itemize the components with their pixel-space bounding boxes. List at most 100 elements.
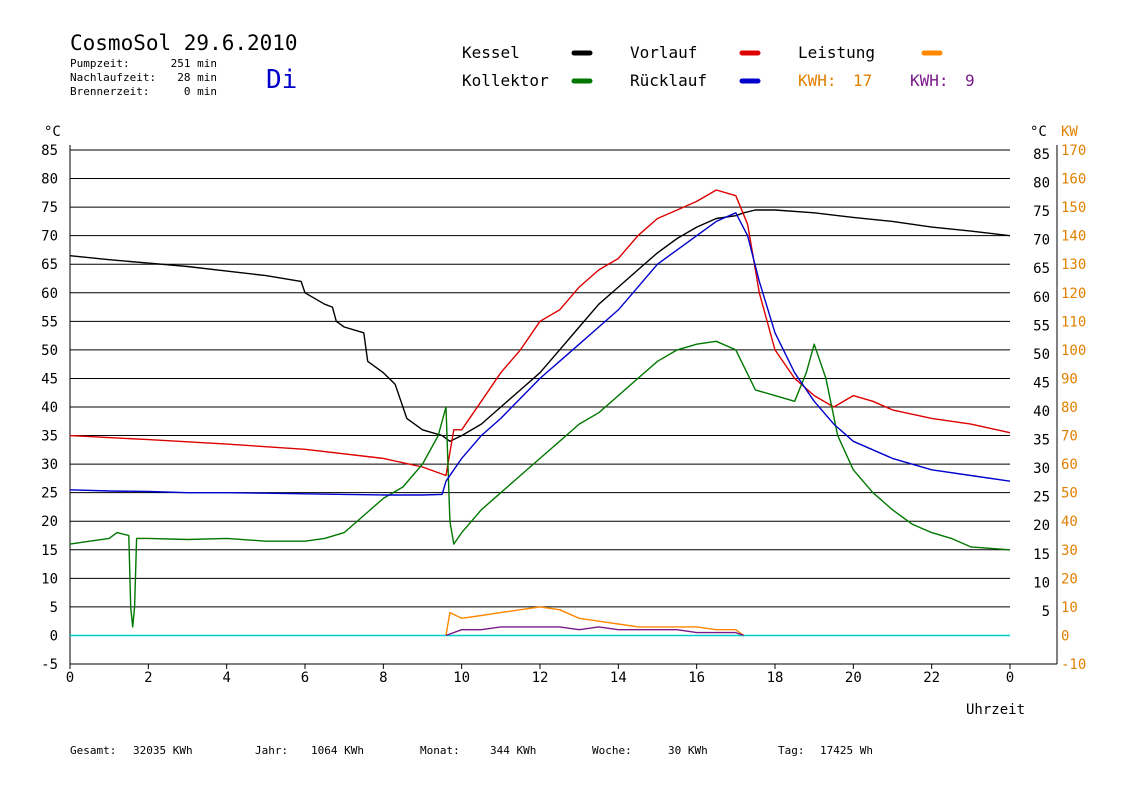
- x-tick-label: 18: [767, 670, 784, 686]
- x-tick-label: 0: [1006, 670, 1014, 686]
- chart-title: CosmoSol 29.6.2010: [70, 31, 298, 55]
- kwh-value: 9: [965, 71, 975, 90]
- footer-value: 32035 KWh: [133, 744, 193, 757]
- legend-label: Kollektor: [462, 71, 549, 90]
- y-tick-label-right: 30: [1033, 461, 1050, 477]
- x-axis-label: Uhrzeit: [966, 702, 1025, 718]
- y-tick-label-right: 25: [1033, 490, 1050, 506]
- x-tick-label: 4: [222, 670, 230, 686]
- footer-value: 30 KWh: [668, 744, 708, 757]
- series-line-vorlauf: [69, 189, 1011, 477]
- power-line-leistung: [445, 606, 745, 636]
- y-tick-label-left: 30: [41, 457, 58, 473]
- y-tick-label-right: 55: [1033, 318, 1050, 334]
- y-tick-label-left: -5: [41, 657, 58, 673]
- y-tick-label-kw: 0: [1061, 628, 1069, 644]
- y-tick-label-right: 60: [1033, 290, 1050, 306]
- footer-totals: Gesamt: 32035 KWh Jahr: 1064 KWh Monat: …: [70, 744, 873, 757]
- y-tick-label-kw: 40: [1061, 514, 1078, 530]
- y-tick-label-left: 85: [41, 143, 58, 159]
- y-tick-label-right: 85: [1033, 147, 1050, 163]
- power-line-kwh-9: [445, 626, 744, 637]
- y-tick-label-right: 5: [1042, 604, 1050, 620]
- y-tick-label-kw: 170: [1061, 143, 1086, 159]
- footer-label: Gesamt:: [70, 744, 116, 757]
- y-tick-label-left: 70: [41, 229, 58, 245]
- y-tick-label-kw: 100: [1061, 343, 1086, 359]
- y-tick-label-kw: 90: [1061, 371, 1078, 387]
- series-layer: [69, 189, 1011, 637]
- x-tick-label: 10: [453, 670, 470, 686]
- y-tick-label-left: 65: [41, 257, 58, 273]
- y-tick-label-kw: 150: [1061, 200, 1086, 216]
- y-tick-label-right: 70: [1033, 233, 1050, 249]
- y-axis-unit-right: °C: [1030, 124, 1047, 140]
- y-tick-label-kw: 60: [1061, 457, 1078, 473]
- y-tick-label-right: 35: [1033, 433, 1050, 449]
- footer-label: Woche:: [592, 744, 632, 757]
- grid-layer: [70, 149, 1010, 608]
- y-tick-label-kw: 120: [1061, 286, 1086, 302]
- x-tick-label: 20: [845, 670, 862, 686]
- y-tick-label-right: 75: [1033, 204, 1050, 220]
- y-tick-label-left: 35: [41, 429, 58, 445]
- y-axis-unit-left: °C: [44, 124, 61, 140]
- series-line-kessel: [69, 209, 1011, 442]
- y-tick-label-kw: 70: [1061, 429, 1078, 445]
- y-tick-label-left: 60: [41, 286, 58, 302]
- y-tick-label-kw: 130: [1061, 257, 1086, 273]
- x-tick-label: 8: [379, 670, 387, 686]
- y-tick-label-left: 45: [41, 371, 58, 387]
- y-tick-label-right: 80: [1033, 176, 1050, 192]
- footer-value: 1064 KWh: [311, 744, 364, 757]
- stat-value: 251 min: [171, 57, 217, 70]
- y-tick-label-right: 40: [1033, 404, 1050, 420]
- y-tick-label-kw: 140: [1061, 229, 1086, 245]
- y-tick-label-left: 50: [41, 343, 58, 359]
- footer-label: Jahr:: [255, 744, 288, 757]
- x-tick-label: 16: [688, 670, 705, 686]
- legend-label: Vorlauf: [630, 43, 697, 62]
- y-tick-label-left: 5: [50, 600, 58, 616]
- footer-label: Tag:: [778, 744, 805, 757]
- series-line-r-cklauf: [69, 212, 1011, 496]
- stat-label: Nachlaufzeit:: [70, 71, 156, 84]
- y-tick-label-left: 55: [41, 314, 58, 330]
- x-tick-label: 2: [144, 670, 152, 686]
- x-tick-label: 0: [66, 670, 74, 686]
- y-tick-label-kw: 110: [1061, 314, 1086, 330]
- footer-label: Monat:: [420, 744, 460, 757]
- stat-label: Pumpzeit:: [70, 57, 130, 70]
- y-tick-label-kw: 50: [1061, 486, 1078, 502]
- y-tick-label-right: 50: [1033, 347, 1050, 363]
- y-tick-label-left: 10: [41, 571, 58, 587]
- y-tick-label-left: 0: [50, 628, 58, 644]
- y-tick-label-right: 45: [1033, 375, 1050, 391]
- kwh-label: KWH:: [798, 71, 837, 90]
- legend: Kessel Vorlauf Leistung Kollektor Rückla…: [462, 43, 975, 90]
- y-tick-label-right: 10: [1033, 575, 1050, 591]
- x-tick-label: 14: [610, 670, 627, 686]
- stat-label: Brennerzeit:: [70, 85, 149, 98]
- series-line-kollektor: [69, 340, 1011, 628]
- stats-block: Pumpzeit: 251 min Nachlaufzeit: 28 min B…: [70, 57, 217, 98]
- y-tick-label-left: 25: [41, 486, 58, 502]
- y-tick-label-kw: -10: [1061, 657, 1086, 673]
- x-tick-label: 22: [923, 670, 940, 686]
- y-tick-label-left: 15: [41, 543, 58, 559]
- y-tick-label-kw: 30: [1061, 543, 1078, 559]
- legend-label: Kessel: [462, 43, 520, 62]
- y-tick-label-right: 65: [1033, 261, 1050, 277]
- y-tick-label-kw: 10: [1061, 600, 1078, 616]
- y-tick-label-left: 40: [41, 400, 58, 416]
- y-tick-label-right: 15: [1033, 547, 1050, 563]
- kwh-value: 17: [853, 71, 872, 90]
- y-tick-label-left: 20: [41, 514, 58, 530]
- y-tick-label-kw: 20: [1061, 571, 1078, 587]
- stat-value: 0 min: [184, 85, 217, 98]
- legend-label: Leistung: [798, 43, 875, 62]
- y-tick-label-kw: 80: [1061, 400, 1078, 416]
- day-label: Di: [266, 65, 297, 95]
- y-axis-unit-kw: KW: [1061, 124, 1078, 140]
- footer-value: 17425 Wh: [820, 744, 873, 757]
